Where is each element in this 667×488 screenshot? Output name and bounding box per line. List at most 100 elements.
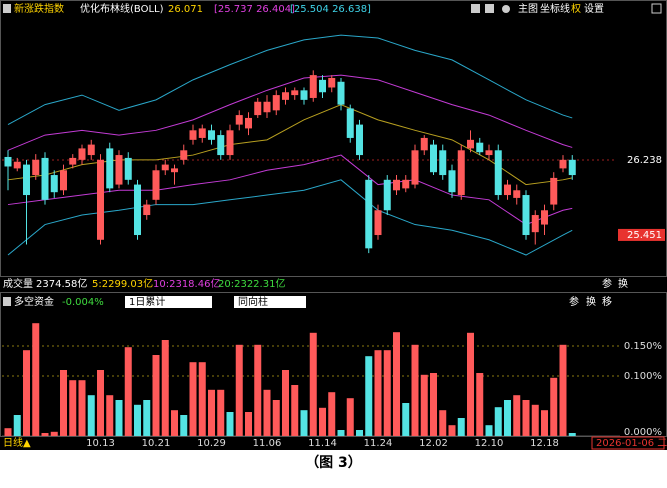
help-icon[interactable] [3, 4, 11, 13]
boll-band1: [25.737 26.404] [214, 4, 295, 15]
bar [115, 400, 123, 436]
weight-button[interactable]: 权 [571, 2, 581, 15]
bar [161, 340, 169, 436]
close-icon[interactable] [651, 3, 662, 14]
x-tick-label: 10.13 [86, 438, 115, 449]
current-date: 2026-01-06 二 [596, 438, 667, 449]
zoom-out-icon[interactable] [485, 4, 494, 13]
candle-body [522, 195, 530, 236]
bar [78, 380, 86, 436]
candle-body [134, 184, 141, 236]
dropdown-text[interactable]: 1日累计 [129, 295, 165, 308]
indicator-name[interactable]: 新涨跌指数 [14, 2, 64, 15]
settings-button[interactable]: 设置 [584, 3, 604, 15]
bar [143, 400, 151, 436]
period-label[interactable]: 日线▲ [3, 436, 31, 449]
bar [494, 407, 502, 436]
bar [208, 389, 215, 436]
bar [263, 389, 271, 436]
flow-title: 多空资金 [14, 295, 54, 308]
bar [467, 332, 474, 436]
volume-label: 成交量 [3, 277, 33, 290]
candle-body [420, 137, 428, 151]
bar [198, 362, 206, 436]
volume-ma5: 5:2299.03亿 [92, 277, 153, 290]
candle-body [217, 135, 225, 156]
dropdown-text[interactable]: 同向柱 [238, 295, 268, 308]
price-marker [618, 228, 665, 241]
candle-body [467, 139, 474, 149]
flow-param-button[interactable]: 参 [569, 295, 579, 308]
help-icon[interactable] [3, 297, 11, 306]
flow-switch-button[interactable]: 换 [586, 295, 596, 308]
bar [365, 356, 373, 436]
bar [337, 430, 345, 436]
bar [439, 410, 447, 436]
volume-switch-button[interactable]: 换 [618, 277, 628, 290]
volume-ma20: 20:2322.31亿 [218, 277, 285, 290]
bar [245, 412, 252, 436]
boll-band2: [25.504 26.638] [290, 4, 371, 15]
bar [522, 400, 530, 436]
candle-body [448, 170, 456, 193]
bar [152, 355, 160, 436]
volume-ma10: 10:2318.46亿 [153, 277, 220, 290]
candle-body [457, 150, 465, 196]
bar [226, 412, 234, 436]
candle-body [383, 179, 391, 211]
bar [300, 410, 308, 436]
zoom-in-icon[interactable] [471, 4, 480, 13]
candle-body [198, 128, 206, 138]
candle-body [23, 164, 30, 196]
bar [41, 433, 49, 436]
candle-body [328, 77, 336, 88]
bar [513, 395, 521, 436]
bar [87, 395, 95, 436]
bar [568, 433, 576, 436]
chart: 新涨跌指数 优化布林线(BOLL) 26.071 [25.737 26.404]… [0, 0, 667, 450]
bar [134, 404, 141, 436]
boll-mid: 26.071 [168, 4, 203, 15]
bar [235, 344, 243, 436]
dropdown[interactable] [125, 296, 212, 308]
bar [291, 385, 299, 436]
dropdown[interactable] [234, 296, 306, 308]
candle-body [87, 144, 95, 156]
y-tick-label: 0.000% [624, 427, 662, 438]
candle-body [13, 161, 21, 169]
flow-move-button[interactable]: 移 [602, 295, 612, 308]
bar [254, 344, 262, 436]
main-button[interactable]: 主图 [518, 3, 538, 15]
candle-body [263, 101, 271, 113]
candle-body [235, 115, 243, 125]
bar [448, 425, 456, 436]
bar [180, 415, 188, 436]
y-tick-label: 0.150% [624, 341, 662, 352]
bar [13, 415, 21, 436]
axis-button[interactable]: 坐标线 [540, 2, 570, 15]
x-tick-label: 12.02 [419, 438, 448, 449]
volume-param-button[interactable]: 参 [602, 277, 612, 290]
candle-body [319, 79, 326, 93]
bar [171, 410, 178, 436]
bar [550, 377, 558, 436]
bar [97, 370, 104, 436]
candle-body [485, 150, 493, 156]
candle-body [494, 150, 502, 196]
candle-body [226, 130, 234, 156]
candle-body [300, 90, 308, 100]
candle-body [189, 130, 197, 140]
candle-body [541, 210, 548, 225]
candle-body [180, 150, 188, 160]
bar [541, 410, 548, 436]
flow-value: -0.004% [62, 297, 104, 308]
candle-body [115, 155, 123, 185]
favorite-icon[interactable] [502, 5, 510, 13]
candle-body [69, 157, 77, 165]
candle-body [568, 159, 576, 176]
candle-body [531, 215, 539, 233]
bar [457, 418, 465, 436]
bar [69, 380, 77, 436]
candle-body [411, 150, 419, 185]
bar [430, 373, 437, 436]
